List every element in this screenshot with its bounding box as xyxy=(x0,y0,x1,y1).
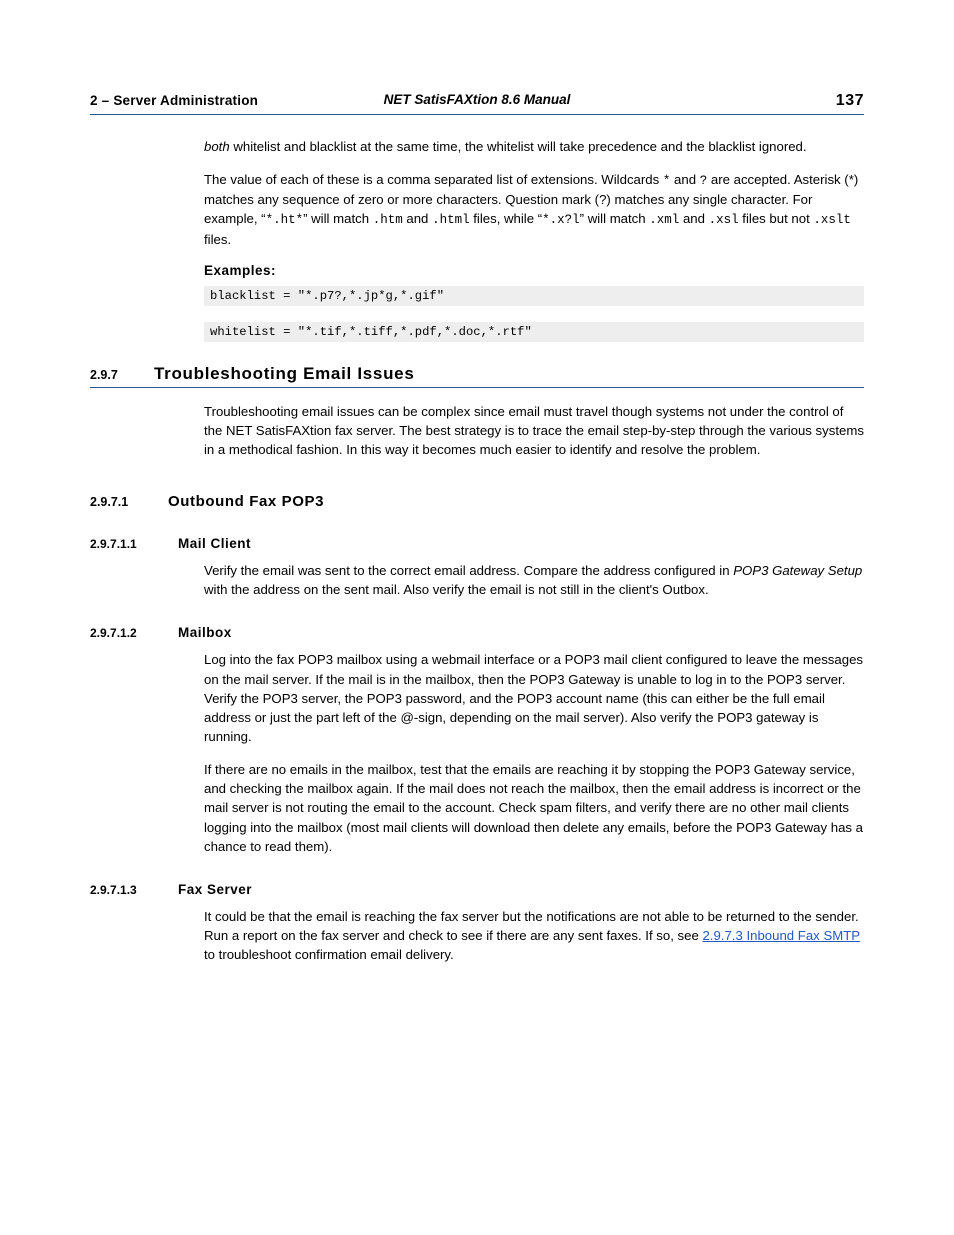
s29711-p1-i: POP3 Gateway Setup xyxy=(733,563,862,578)
section-2-9-7-1-2-body: Log into the fax POP3 mailbox using a we… xyxy=(204,650,864,855)
s297-p1: Troubleshooting email issues can be comp… xyxy=(204,402,864,459)
p2-g: ” will match xyxy=(580,211,650,226)
code-example-2: whitelist = "*.tif,*.tiff,*.pdf,*.doc,*.… xyxy=(204,322,864,342)
header-chapter: 2 – Server Administration xyxy=(90,93,258,108)
s29711-p1: Verify the email was sent to the correct… xyxy=(204,561,864,599)
section-2-9-7-1-2-heading: 2.9.7.1.2 Mailbox xyxy=(90,625,864,640)
examples-heading: Examples: xyxy=(204,263,864,278)
intro-para-2: The value of each of these is a comma se… xyxy=(204,170,864,249)
section-2-9-7-1-num: 2.9.7.1 xyxy=(90,495,168,509)
p2-j: files. xyxy=(204,232,231,247)
section-2-9-7-title: Troubleshooting Email Issues xyxy=(154,364,414,384)
p2-d: ” will match xyxy=(303,211,373,226)
s29711-p1-b: with the address on the sent mail. Also … xyxy=(204,582,709,597)
s29713-p1: It could be that the email is reaching t… xyxy=(204,907,864,964)
section-2-9-7-1-2-num: 2.9.7.1.2 xyxy=(90,626,178,640)
section-2-9-7-body: Troubleshooting email issues can be comp… xyxy=(204,402,864,459)
p2-m7: .xslt xyxy=(813,213,851,227)
chapter-title: Server Administration xyxy=(113,93,258,108)
p2-h: and xyxy=(679,211,708,226)
s29711-p1-a: Verify the email was sent to the correct… xyxy=(204,563,733,578)
page-number: 137 xyxy=(836,92,864,110)
p2-a: The value of each of these is a comma se… xyxy=(204,172,663,187)
p2-m3: .html xyxy=(432,213,470,227)
section-2-9-7-1-3-num: 2.9.7.1.3 xyxy=(90,883,178,897)
section-2-9-7-1-1-heading: 2.9.7.1.1 Mail Client xyxy=(90,536,864,551)
section-2-9-7-1-1-num: 2.9.7.1.1 xyxy=(90,537,178,551)
p2-m1: *.ht* xyxy=(266,213,304,227)
chapter-sep: – xyxy=(98,93,114,108)
p2-m5: .xml xyxy=(649,213,679,227)
section-2-9-7-1-1-body: Verify the email was sent to the correct… xyxy=(204,561,864,599)
section-2-9-7-1-title: Outbound Fax POP3 xyxy=(168,493,324,510)
page-header: 2 – Server Administration NET SatisFAXti… xyxy=(90,92,864,115)
p2-m2: .htm xyxy=(373,213,403,227)
section-2-9-7-1-2-title: Mailbox xyxy=(178,625,232,640)
doc-title: NET SatisFAXtion 8.6 Manual xyxy=(384,92,571,107)
p2-e: and xyxy=(403,211,432,226)
page-container: 2 – Server Administration NET SatisFAXti… xyxy=(0,0,954,1038)
p2-i: files but not xyxy=(739,211,814,226)
chapter-number: 2 xyxy=(90,93,98,108)
s29712-p2: If there are no emails in the mailbox, t… xyxy=(204,760,864,856)
intro-block: both whitelist and blacklist at the same… xyxy=(204,137,864,342)
inbound-fax-smtp-link[interactable]: 2.9.7.3 Inbound Fax SMTP xyxy=(702,928,859,943)
intro-p1-rest: whitelist and blacklist at the same time… xyxy=(230,139,807,154)
code-example-1: blacklist = "*.p7?,*.jp*g,*.gif" xyxy=(204,286,864,306)
intro-para-1: both whitelist and blacklist at the same… xyxy=(204,137,864,156)
section-2-9-7-1-3-heading: 2.9.7.1.3 Fax Server xyxy=(90,882,864,897)
section-2-9-7-num: 2.9.7 xyxy=(90,368,154,382)
p2-b: and xyxy=(670,172,699,187)
section-2-9-7-1-3-body: It could be that the email is reaching t… xyxy=(204,907,864,964)
section-2-9-7-1-3-title: Fax Server xyxy=(178,882,252,897)
s29712-p1: Log into the fax POP3 mailbox using a we… xyxy=(204,650,864,746)
p2-m4: *.x?l xyxy=(542,213,580,227)
p2-f: files, while “ xyxy=(470,211,543,226)
section-2-9-7-heading: 2.9.7 Troubleshooting Email Issues xyxy=(90,364,864,388)
intro-p1-italic: both xyxy=(204,139,230,154)
section-2-9-7-1-1-title: Mail Client xyxy=(178,536,251,551)
p2-m6: .xsl xyxy=(709,213,739,227)
s29713-p1-b: to troubleshoot confirmation email deliv… xyxy=(204,947,454,962)
section-2-9-7-1-heading: 2.9.7.1 Outbound Fax POP3 xyxy=(90,493,864,510)
